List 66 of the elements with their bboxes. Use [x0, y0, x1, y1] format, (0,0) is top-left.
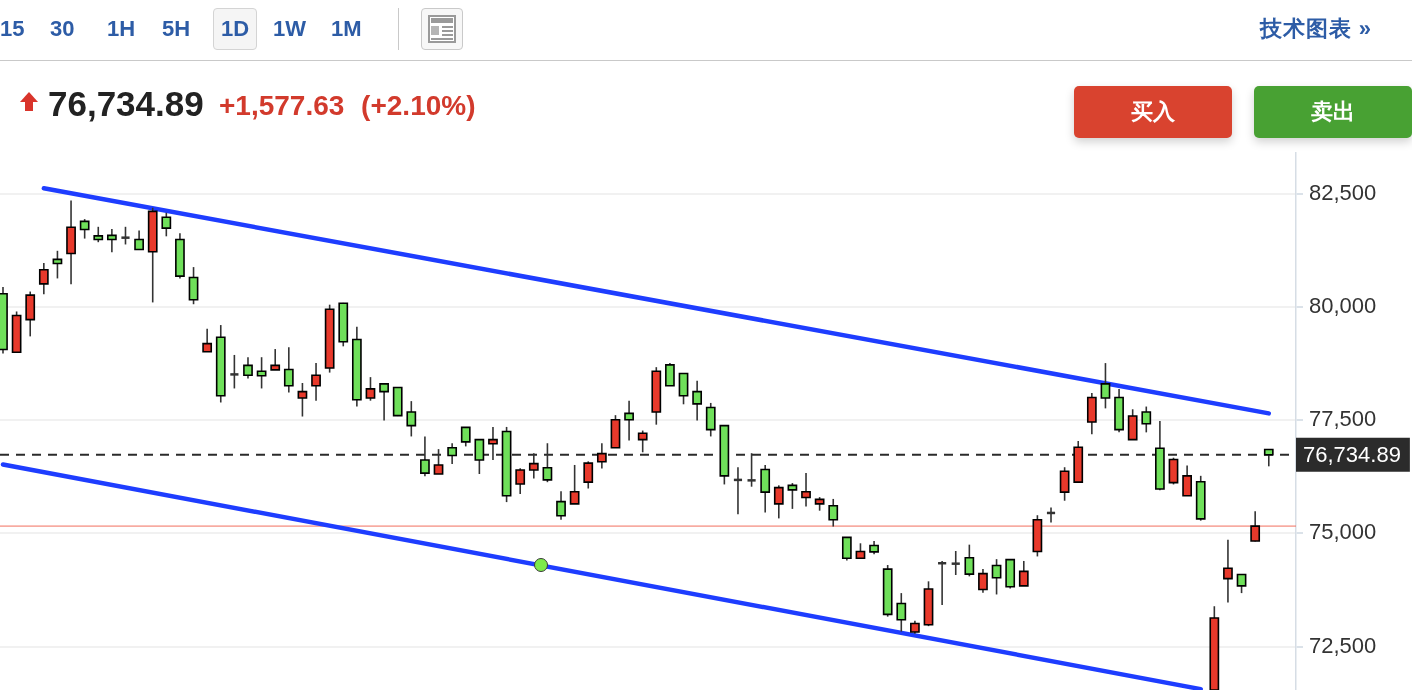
candlestick: [229, 354, 240, 390]
candlestick: [665, 362, 675, 387]
candlestick: [1127, 408, 1138, 441]
y-tick-label: 75,000: [1309, 519, 1377, 545]
candlestick: [637, 429, 648, 454]
candlestick: [406, 400, 417, 438]
text: 15: [0, 15, 25, 43]
candlestick: [1168, 456, 1179, 486]
candlestick: [964, 543, 975, 578]
candlestick: [773, 484, 784, 520]
y-tick-label: 80,000: [1309, 293, 1377, 319]
candlestick: [841, 536, 852, 562]
candlestick: [379, 383, 389, 422]
candlestick: [583, 460, 594, 490]
candlestick: [787, 482, 798, 510]
candlestick: [270, 348, 281, 371]
candlestick: [202, 327, 213, 353]
candlestick: [692, 379, 703, 422]
candlestick: [447, 442, 458, 465]
y-tick-label: 77,500: [1309, 406, 1377, 432]
candlestick: [297, 382, 308, 418]
candlestick: [556, 490, 566, 521]
candlestick: [79, 218, 90, 240]
chart-title: 76,734.89: [48, 84, 204, 124]
text: 30: [50, 15, 75, 43]
text: 技术图表 »: [1259, 15, 1372, 43]
candlestick: [801, 472, 811, 508]
candlestick: [828, 498, 839, 528]
text: 5H: [162, 15, 191, 43]
candlestick: [243, 356, 253, 380]
text: 1M: [331, 15, 362, 43]
candlestick: [38, 262, 49, 296]
candlestick: [283, 346, 294, 394]
candlestick: [1236, 573, 1247, 594]
y-tick-label: 82,500: [1309, 179, 1377, 205]
candlestick: [1100, 362, 1111, 410]
candlestick: [107, 228, 117, 253]
y-tick-label: 72,500: [1309, 632, 1377, 658]
candlestick: [1250, 510, 1261, 543]
candlestick: [515, 467, 526, 495]
chart-subtitle: +1,577.63 (+2.10%): [219, 89, 476, 123]
candlestick: [1059, 466, 1070, 502]
ref-line-label: 76,734.89: [1303, 441, 1401, 467]
candlestick: [488, 426, 498, 461]
candlestick: [365, 376, 376, 402]
candlestick: [188, 266, 199, 306]
candlestick: [1182, 464, 1192, 497]
candlestick: [991, 558, 1002, 596]
candlestick: [1223, 538, 1233, 604]
text: 1W: [273, 15, 306, 43]
text: 1H: [107, 15, 136, 43]
candlestick: [311, 362, 321, 402]
candlestick: [134, 229, 144, 251]
candlestick: [624, 399, 634, 442]
candlestick: [896, 592, 907, 633]
candlestick: [569, 464, 580, 505]
candlestick: [1018, 560, 1029, 587]
candlestick: [1141, 405, 1152, 434]
candlestick: [460, 426, 471, 448]
candlestick: [978, 568, 988, 594]
candlestick: [161, 211, 172, 238]
candlestick: [705, 402, 716, 438]
candlestick: [950, 550, 962, 576]
candlestick: [256, 356, 267, 390]
candlestick: [760, 464, 771, 514]
candlestick: [678, 372, 689, 406]
